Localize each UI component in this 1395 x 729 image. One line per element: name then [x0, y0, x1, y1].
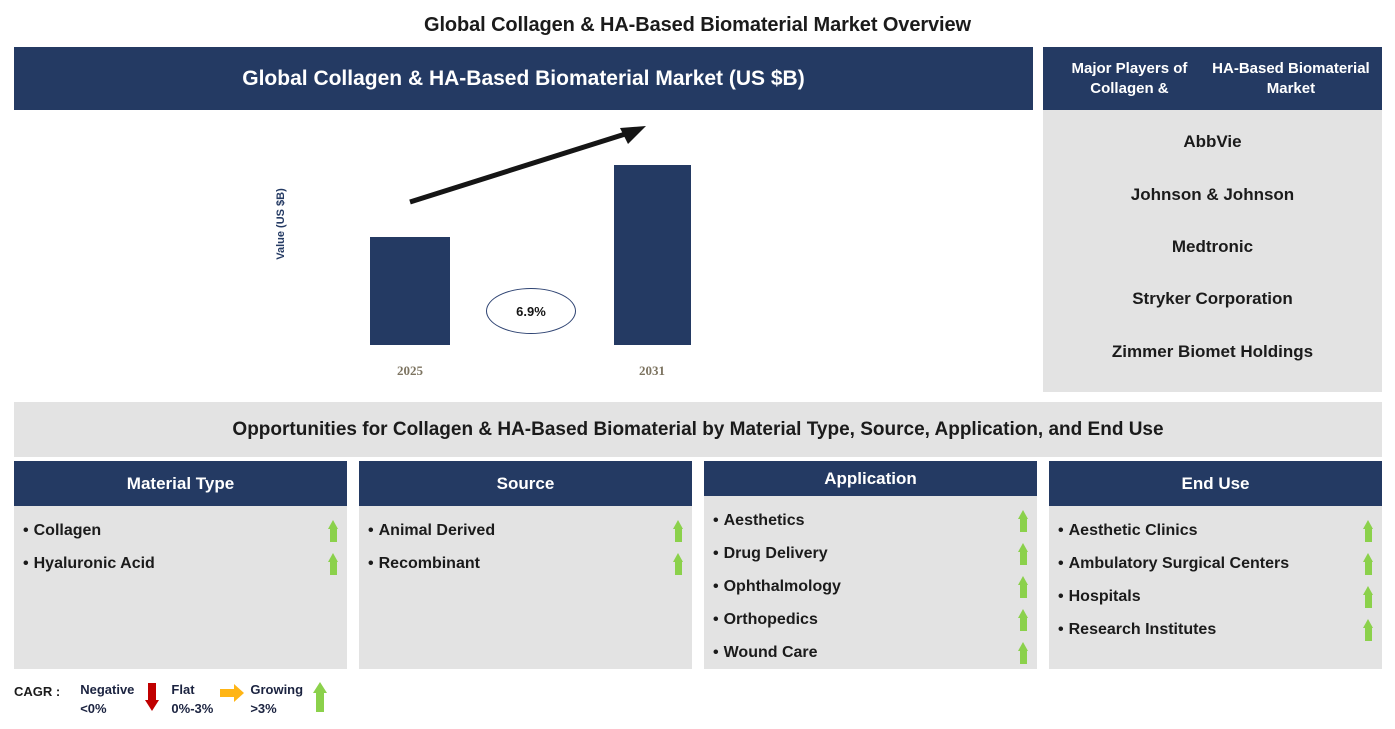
- list-item: AbbVie: [1183, 132, 1242, 152]
- column-material-type: Material Type Collagen Hyaluronic Acid: [14, 461, 347, 669]
- list-item-label: Hyaluronic Acid: [23, 555, 155, 573]
- chart-panel-header: Global Collagen & HA-Based Biomaterial M…: [14, 47, 1033, 110]
- list-item: Collagen: [23, 514, 338, 547]
- cagr-callout: 6.9%: [486, 288, 576, 334]
- legend-entry-text: Negative <0%: [80, 681, 134, 719]
- growing-up-arrow-icon: [673, 552, 683, 575]
- column-end-use: End Use Aesthetic Clinics Ambulatory Sur…: [1049, 461, 1382, 669]
- column-body: Aesthetic Clinics Ambulatory Surgical Ce…: [1049, 506, 1382, 669]
- list-item-label: Orthopedics: [713, 611, 818, 629]
- list-item: Ophthalmology: [713, 570, 1028, 603]
- up-arrow-icon: [310, 681, 336, 717]
- list-item: Stryker Corporation: [1132, 289, 1293, 309]
- growing-up-arrow-icon: [328, 552, 338, 575]
- growing-up-arrow-icon: [1363, 552, 1373, 575]
- cagr-legend-title: CAGR :: [14, 684, 61, 699]
- growing-up-arrow-icon: [1018, 575, 1028, 598]
- major-players-list: AbbVie Johnson & Johnson Medtronic Stryk…: [1043, 110, 1382, 392]
- bar-2031: [614, 165, 691, 345]
- list-item: Orthopedics: [713, 603, 1028, 636]
- list-item-label: Ophthalmology: [713, 578, 841, 596]
- bar-2025: [370, 237, 450, 345]
- list-item: Drug Delivery: [713, 537, 1028, 570]
- column-header: Material Type: [14, 461, 347, 506]
- list-item: Aesthetic Clinics: [1058, 514, 1373, 547]
- growth-trend-arrow-icon: [409, 126, 646, 205]
- legend-entry-negative: Negative <0%: [80, 681, 167, 719]
- right-arrow-icon: [220, 681, 246, 717]
- list-item-label: Hospitals: [1058, 588, 1141, 606]
- column-header: End Use: [1049, 461, 1382, 506]
- growing-up-arrow-icon: [673, 519, 683, 542]
- major-players-header-line1: Major Players of Collagen &: [1071, 60, 1188, 97]
- list-item: Johnson & Johnson: [1130, 184, 1295, 204]
- legend-entry-flat: Flat 0%-3%: [171, 681, 246, 719]
- growing-up-arrow-icon: [1363, 519, 1373, 542]
- list-item-label: Drug Delivery: [713, 545, 828, 563]
- list-item: Medtronic: [1171, 236, 1254, 256]
- column-body: Animal Derived Recombinant: [359, 506, 692, 669]
- growing-up-arrow-icon: [1363, 585, 1373, 608]
- market-chart-panel: Global Collagen & HA-Based Biomaterial M…: [14, 47, 1033, 434]
- column-source: Source Animal Derived Recombinant: [359, 461, 692, 669]
- list-item: Recombinant: [368, 547, 683, 580]
- major-players-header: Major Players of Collagen & HA-Based Bio…: [1043, 47, 1382, 110]
- legend-label: Flat: [171, 682, 195, 697]
- legend-entry-growing: Growing >3%: [250, 681, 336, 719]
- x-tick-label-2031: 2031: [639, 363, 665, 378]
- list-item-label: Aesthetics: [713, 512, 805, 530]
- list-item: Research Institutes: [1058, 613, 1373, 646]
- x-tick-label-2025: 2025: [397, 363, 423, 378]
- list-item: Hospitals: [1058, 580, 1373, 613]
- list-item-label: Wound Care: [713, 644, 818, 662]
- list-item-label: Ambulatory Surgical Centers: [1058, 555, 1290, 573]
- column-header: Application: [704, 461, 1037, 496]
- y-axis-label: Value (US $B): [275, 188, 287, 260]
- list-item: Animal Derived: [368, 514, 683, 547]
- list-item-label: Recombinant: [368, 555, 480, 573]
- list-item-label: Collagen: [23, 522, 102, 540]
- list-item-label: Aesthetic Clinics: [1058, 522, 1198, 540]
- legend-range: <0%: [80, 700, 107, 716]
- growing-up-arrow-icon: [1018, 509, 1028, 532]
- legend-label: Negative: [80, 682, 135, 697]
- opportunities-banner: Opportunities for Collagen & HA-Based Bi…: [14, 402, 1382, 457]
- list-item: Zimmer Biomet Holdings: [1111, 341, 1314, 361]
- bar-chart: Value (US $B) 2025 2031 6.9%: [14, 110, 1033, 404]
- legend-range: 0%-3%: [171, 700, 214, 716]
- list-item-label: Animal Derived: [368, 522, 495, 540]
- growing-up-arrow-icon: [1018, 542, 1028, 565]
- opportunity-columns: Material Type Collagen Hyaluronic Acid S…: [14, 461, 1382, 669]
- major-players-header-line2: HA-Based Biomaterial Market: [1212, 60, 1370, 97]
- column-body: Aesthetics Drug Delivery Ophthalmology O…: [704, 496, 1037, 669]
- legend-entry-text: Growing >3%: [250, 681, 303, 719]
- cagr-legend: CAGR : Negative <0% Flat 0%-3% Growing >…: [14, 681, 340, 725]
- list-item: Ambulatory Surgical Centers: [1058, 547, 1373, 580]
- column-body: Collagen Hyaluronic Acid: [14, 506, 347, 669]
- growing-up-arrow-icon: [328, 519, 338, 542]
- page-title: Global Collagen & HA-Based Biomaterial M…: [424, 14, 971, 36]
- legend-label: Growing: [250, 682, 304, 697]
- list-item-label: Research Institutes: [1058, 621, 1217, 639]
- down-arrow-icon: [141, 681, 167, 717]
- major-players-panel: Major Players of Collagen & HA-Based Bio…: [1043, 47, 1382, 392]
- list-item: Hyaluronic Acid: [23, 547, 338, 580]
- list-item: Aesthetics: [713, 504, 1028, 537]
- column-application: Application Aesthetics Drug Delivery Oph…: [704, 461, 1037, 669]
- list-item: Wound Care: [713, 636, 1028, 669]
- legend-range: >3%: [250, 700, 277, 716]
- legend-entry-text: Flat 0%-3%: [171, 681, 213, 719]
- growing-up-arrow-icon: [1018, 608, 1028, 631]
- growing-up-arrow-icon: [1018, 641, 1028, 664]
- column-header: Source: [359, 461, 692, 506]
- growing-up-arrow-icon: [1363, 618, 1373, 641]
